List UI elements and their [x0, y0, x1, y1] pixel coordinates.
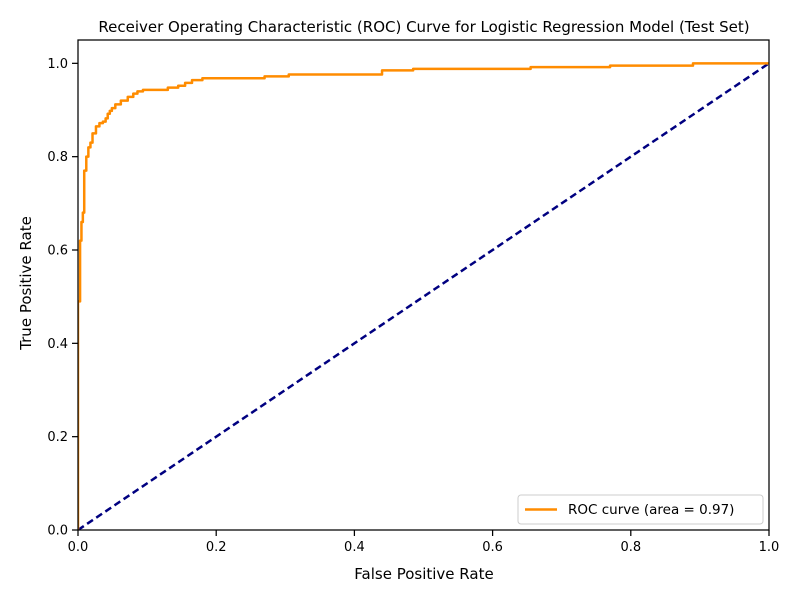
axes: 0.0 0.2 0.4 0.6 0.8 1.0 0.0 0.2 0.4 0.6 0.8 1.0: [47, 39, 780, 555]
x-tick-label: 0.8: [620, 540, 641, 555]
x-tick-label: 0.2: [206, 540, 227, 555]
x-tick-label: 0.4: [344, 540, 365, 555]
y-axis-label: True Positive Rate: [17, 216, 35, 351]
legend-label-roc: ROC curve (area = 0.97): [568, 502, 734, 518]
chance-diagonal-line: [78, 62, 769, 530]
legend: ROC curve (area = 0.97): [517, 494, 764, 525]
y-tick-label: 0.8: [47, 150, 68, 165]
chart-title: Receiver Operating Characteristic (ROC) …: [98, 18, 749, 36]
x-tick-label: 0.0: [68, 540, 89, 555]
roc-curve-line: [78, 62, 769, 530]
plot-area: [78, 62, 769, 530]
y-tick-label: 0.4: [47, 337, 68, 352]
y-tick-label: 0.0: [47, 524, 68, 539]
x-tick-label: 0.6: [482, 540, 503, 555]
y-tick-label: 1.0: [47, 57, 68, 72]
x-axis-label: False Positive Rate: [354, 565, 493, 583]
x-tick-label: 1.0: [759, 540, 780, 555]
y-tick-label: 0.6: [47, 244, 68, 259]
axes-frame: [77, 39, 770, 531]
y-tick-label: 0.2: [47, 430, 68, 445]
legend-box: [517, 494, 764, 525]
